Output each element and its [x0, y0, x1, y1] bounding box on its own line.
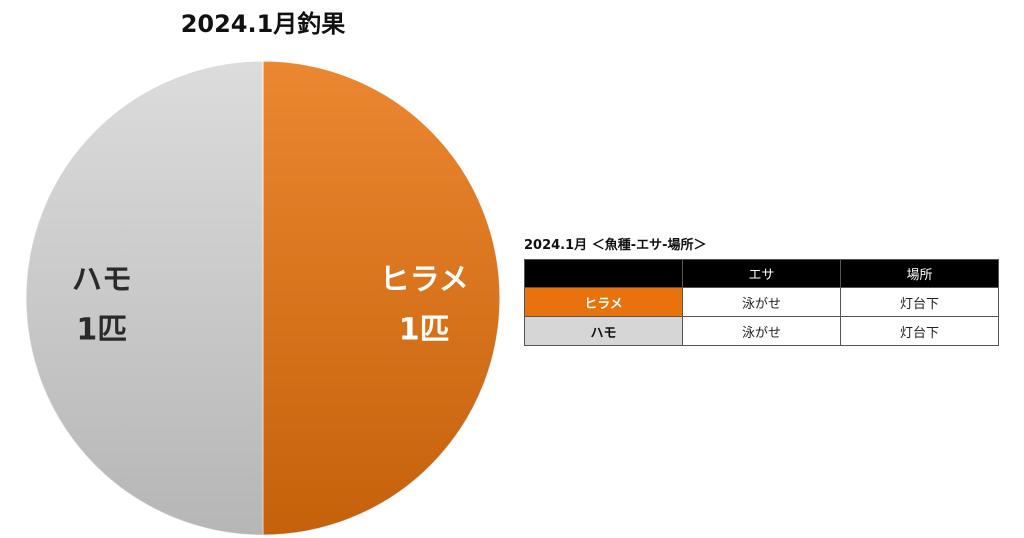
header-cell	[524, 259, 683, 288]
value-label: 1匹	[399, 313, 450, 348]
pie-slice	[25, 60, 264, 536]
chart-title: 2024.1月釣果	[181, 10, 346, 38]
header-cell: 場所	[840, 259, 999, 288]
pie-labels: ヒラメ 1匹 ハモ 1匹	[72, 263, 469, 348]
slice-label: ハモ	[72, 263, 132, 298]
table: エサ 場所 ヒラメ 泳がせ 灯台下 ハモ 泳がせ 灯台下	[524, 259, 999, 346]
fish-cell: ハモ	[524, 316, 683, 346]
table-header: エサ 場所	[524, 259, 999, 288]
pie-slice	[262, 60, 501, 536]
table-title: 2024.1月 ＜魚種-エサ-場所＞	[524, 238, 707, 253]
slice-label: ヒラメ	[380, 263, 469, 298]
pie	[25, 60, 501, 536]
table-row: ハモ 泳がせ 灯台下	[524, 316, 999, 346]
table-cell: 泳がせ	[682, 316, 841, 346]
table-cell: 泳がせ	[682, 287, 841, 317]
fish-cell: ヒラメ	[524, 287, 683, 317]
table-body: ヒラメ 泳がせ 灯台下 ハモ 泳がせ 灯台下	[524, 287, 999, 346]
table-cell: 灯台下	[840, 287, 999, 317]
chart: ヒラメ 1匹 ハモ 1匹 2024.1月釣果	[25, 10, 501, 536]
value-label: 1匹	[76, 313, 127, 348]
header-cell: エサ	[682, 259, 841, 288]
table-cell: 灯台下	[840, 316, 999, 346]
table-row: ヒラメ 泳がせ 灯台下	[524, 287, 999, 317]
